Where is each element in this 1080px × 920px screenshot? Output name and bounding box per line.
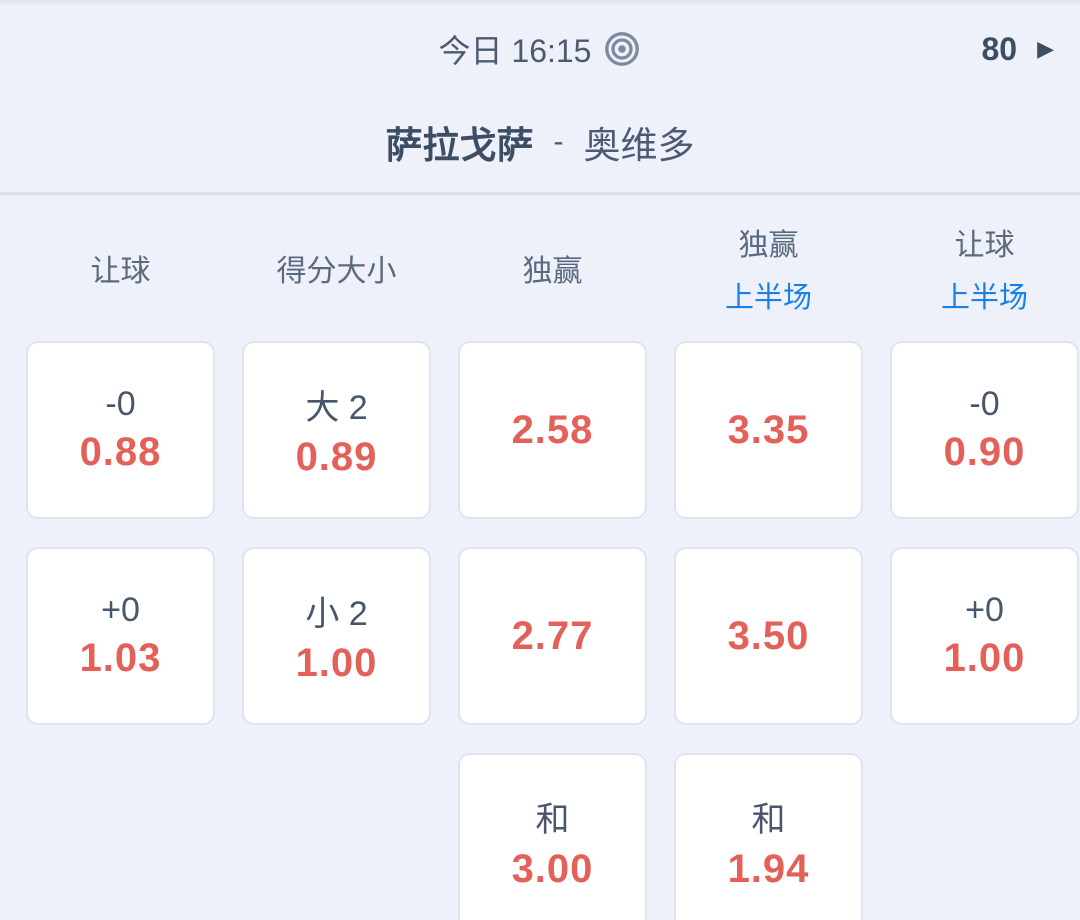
- column-header-totals: 得分大小: [242, 246, 431, 290]
- match-time: 今日 16:15: [439, 26, 642, 72]
- column-header-handicap: 让球: [26, 246, 215, 290]
- odds-line-label: +0: [965, 591, 1004, 629]
- section-divider: [0, 192, 1080, 195]
- market-board: 让球 得分大小 独赢 独赢 上半场 让球 上半场 -0 0.88 大 2 0.8…: [0, 195, 1080, 920]
- odds-card-moneyline-away[interactable]: 2.77: [458, 547, 647, 725]
- odds-line-label: -0: [105, 385, 136, 423]
- odds-card-over[interactable]: 大 2 0.89: [242, 341, 431, 519]
- odds-card-handicap-home[interactable]: -0 0.88: [26, 341, 215, 519]
- column-subtitle: 上半场: [724, 282, 812, 314]
- column-title: 让球: [954, 229, 1015, 262]
- column-header-handicap-first-half: 让球 上半场: [890, 220, 1079, 316]
- odds-card-moneyline-first-half-home[interactable]: 3.35: [674, 341, 863, 519]
- odds-value: 1.94: [727, 847, 810, 891]
- column-title: 得分大小: [276, 255, 397, 288]
- odds-row-draw: 和 3.00 和 1.94: [26, 753, 1080, 920]
- odds-value: 2.58: [511, 407, 594, 452]
- market-count-button[interactable]: 80 ▶: [981, 6, 1054, 92]
- odds-row-away: +0 1.03 小 2 1.00 2.77 3.50 +0 1.00: [26, 547, 1080, 725]
- odds-card-under[interactable]: 小 2 1.00: [242, 547, 431, 725]
- market-header-row: 让球 得分大小 独赢 独赢 上半场 让球 上半场: [26, 195, 1080, 341]
- column-title: 独赢: [522, 255, 583, 288]
- odds-line-label: 和: [535, 801, 570, 839]
- odds-value: 1.00: [943, 636, 1026, 680]
- match-time-label: 今日 16:15: [438, 33, 592, 69]
- chevron-right-icon: ▶: [1037, 36, 1054, 61]
- odds-value: 0.89: [295, 435, 378, 479]
- odds-value: 3.50: [727, 613, 810, 658]
- odds-row-home: -0 0.88 大 2 0.89 2.58 3.35 -0 0.90: [26, 341, 1080, 519]
- home-team-name: 萨拉戈萨: [385, 125, 534, 166]
- odds-value: 1.00: [295, 641, 378, 685]
- odds-card-handicap-away[interactable]: +0 1.03: [26, 547, 215, 725]
- team-separator: -: [553, 125, 564, 158]
- odds-line-label: 和: [751, 801, 786, 839]
- odds-value: 3.00: [511, 847, 594, 891]
- odds-value: 1.03: [79, 636, 162, 680]
- column-title: 独赢: [738, 229, 799, 262]
- odds-value: 0.90: [943, 430, 1026, 474]
- odds-card-handicap-first-half-home[interactable]: -0 0.90: [890, 341, 1079, 519]
- column-subtitle: 上半场: [940, 282, 1028, 314]
- odds-value: 0.88: [79, 430, 162, 474]
- top-shadow: [0, 0, 1080, 6]
- empty-cell: [26, 753, 215, 920]
- away-team-name: 奥维多: [583, 125, 695, 166]
- odds-line-label: +0: [101, 591, 140, 629]
- odds-line-label: -0: [969, 385, 1000, 423]
- odds-card-moneyline-home[interactable]: 2.58: [458, 341, 647, 519]
- odds-line-label: 大 2: [305, 389, 368, 427]
- column-title: 让球: [90, 255, 151, 288]
- odds-value: 2.77: [511, 613, 594, 658]
- column-header-moneyline-first-half: 独赢 上半场: [674, 220, 863, 316]
- empty-cell: [890, 753, 1079, 920]
- top-bar: 今日 16:15 80 ▶: [0, 6, 1080, 92]
- column-header-moneyline: 独赢: [458, 246, 647, 290]
- empty-cell: [242, 753, 431, 920]
- odds-card-moneyline-first-half-draw[interactable]: 和 1.94: [674, 753, 863, 920]
- odds-line-label: 小 2: [305, 595, 368, 633]
- match-title: 萨拉戈萨 - 奥维多: [0, 92, 1080, 192]
- odds-card-handicap-first-half-away[interactable]: +0 1.00: [890, 547, 1079, 725]
- market-count: 80: [981, 30, 1018, 67]
- odds-card-moneyline-draw[interactable]: 和 3.00: [458, 753, 647, 920]
- odds-card-moneyline-first-half-away[interactable]: 3.50: [674, 547, 863, 725]
- bullseye-icon: [603, 30, 641, 68]
- odds-value: 3.35: [727, 407, 810, 452]
